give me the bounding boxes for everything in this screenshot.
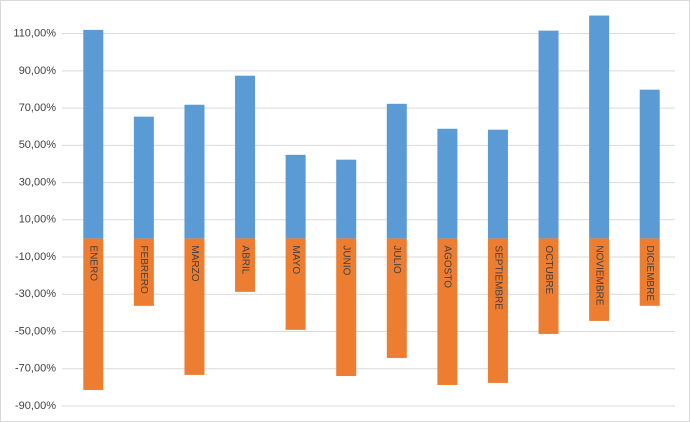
x-tick-label: NOVIEMBRE [593,245,604,305]
bar [437,238,458,385]
bar [639,89,660,239]
bar [133,116,154,239]
x-tick-label: MARZO [189,245,200,281]
x-tick-label: OCTUBRE [543,245,554,294]
x-tick-label: MAYO [290,245,301,274]
bar [639,238,660,306]
bar [386,103,407,239]
y-tick-label: -90,00% [15,400,56,412]
bar [336,238,357,377]
y-tick-label: 110,00% [13,28,56,40]
y-tick-label: -10,00% [15,251,56,263]
bar [589,15,610,239]
bar [235,75,256,239]
bar [285,154,306,239]
x-tick-label: FEBRERO [138,245,149,294]
x-tick-label: ABRIL [239,245,250,274]
y-tick-label: 10,00% [19,214,57,226]
bar [285,238,306,330]
y-tick-label: -30,00% [15,288,56,300]
y-tick-label: 90,00% [19,65,57,77]
x-tick-label: SEPTIEMBRE [492,245,503,310]
bar [487,238,508,383]
bar [538,238,559,334]
y-tick-label: 30,00% [19,176,57,188]
x-tick-label: ENERO [88,245,99,281]
bar [386,238,407,358]
x-tick-label: AGOSTO [442,245,453,288]
x-tick-label: DICIEMBRE [644,245,655,301]
bar [184,238,205,375]
bar [336,159,357,239]
x-tick-label: JULIO [391,245,402,274]
y-tick-label: 70,00% [19,102,57,114]
bar [437,128,458,239]
bar [83,29,104,239]
bar [589,238,610,321]
y-tick-label: -50,00% [15,325,56,337]
y-tick-label: 50,00% [19,139,57,151]
bar [487,129,508,239]
bar [83,238,104,390]
bar [538,30,559,239]
bar [184,104,205,239]
bar [235,238,256,292]
bar [133,238,154,306]
y-tick-label: -70,00% [15,363,56,375]
x-tick-label: JUNIO [341,245,352,275]
